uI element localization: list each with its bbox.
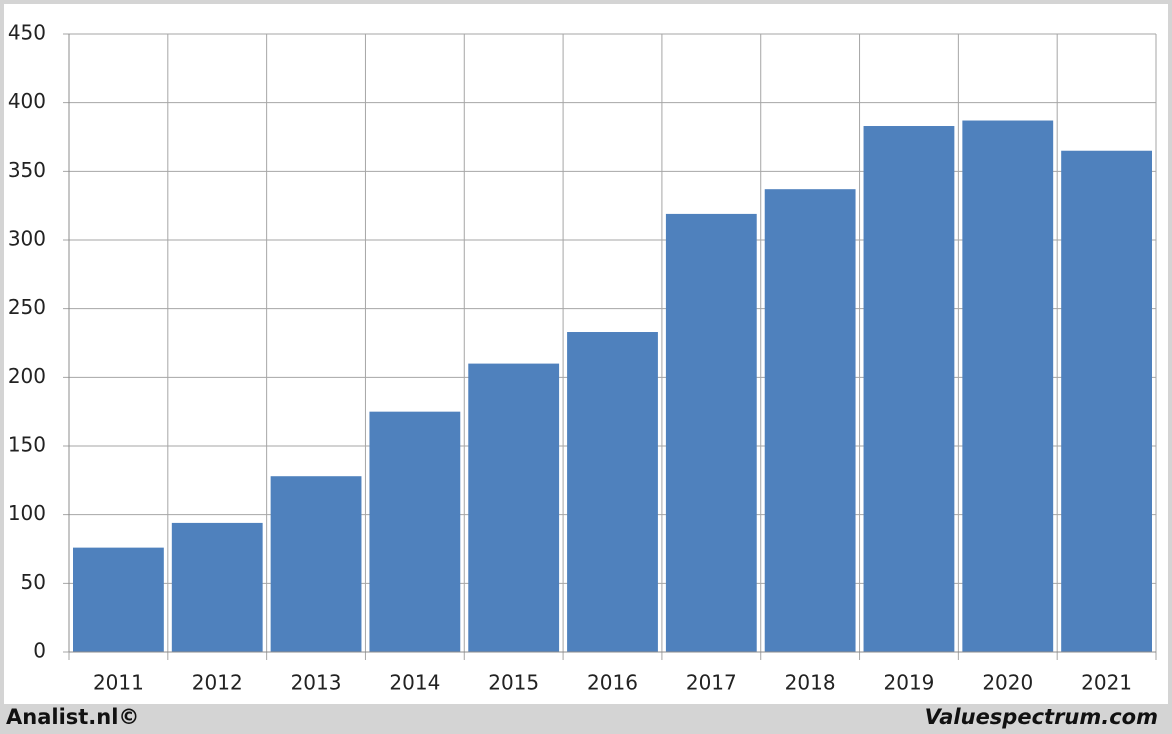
x-tick-label: 2012 — [192, 671, 243, 695]
y-tick-label: 400 — [8, 89, 46, 113]
bar — [369, 411, 461, 652]
x-tick-label: 2011 — [93, 671, 144, 695]
x-tick-label: 2016 — [587, 671, 638, 695]
x-tick-label: 2019 — [884, 671, 935, 695]
y-tick-label: 300 — [8, 227, 46, 251]
y-tick-label: 0 — [33, 639, 46, 663]
y-tick-label: 250 — [8, 295, 46, 319]
x-tick-label: 2017 — [686, 671, 737, 695]
y-tick-label: 150 — [8, 433, 46, 457]
x-tick-label: 2018 — [785, 671, 836, 695]
x-tick-label: 2014 — [389, 671, 440, 695]
x-tick-label: 2020 — [982, 671, 1033, 695]
x-tick-label: 2021 — [1081, 671, 1132, 695]
bar — [73, 547, 164, 652]
bar — [567, 332, 658, 652]
y-tick-label: 350 — [8, 158, 46, 182]
bar — [468, 363, 560, 652]
bar — [171, 522, 263, 652]
x-tick-label: 2013 — [291, 671, 342, 695]
bar — [270, 476, 362, 652]
y-tick-label: 100 — [8, 501, 46, 525]
bar — [962, 120, 1054, 652]
x-tick-label: 2015 — [488, 671, 539, 695]
credit: Valuespectrum.com — [925, 705, 1158, 729]
bar — [1061, 150, 1152, 652]
y-tick-label: 50 — [21, 570, 46, 594]
bar — [665, 213, 757, 652]
bar — [764, 189, 856, 653]
bar — [863, 126, 955, 653]
y-tick-label: 200 — [8, 364, 46, 388]
source: Analist.nl© — [6, 705, 139, 729]
y-tick-label: 450 — [8, 21, 46, 45]
